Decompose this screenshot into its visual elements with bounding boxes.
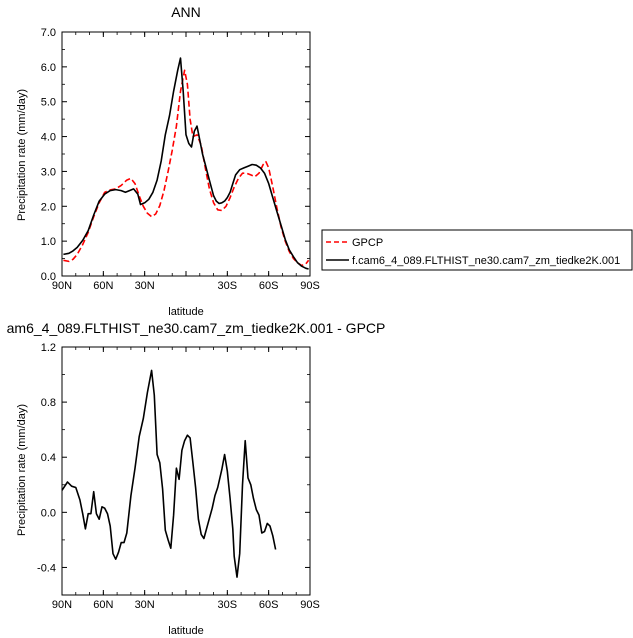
y-tick-label: 0.0	[41, 507, 56, 519]
x-tick-label: 60N	[93, 599, 113, 611]
y-tick-label: 3.0	[41, 166, 56, 178]
y-tick-label: 2.0	[41, 201, 56, 213]
series-line-difference	[61, 369, 277, 578]
x-tick-label: 90S	[300, 599, 320, 611]
x-tick-label: 30N	[135, 599, 155, 611]
y-tick-label: 1.2	[41, 342, 56, 354]
x-tick-label: 90S	[300, 280, 320, 292]
x-tick-label: 60S	[259, 280, 279, 292]
x-axis-label: latitude	[168, 306, 203, 318]
y-tick-label: -0.4	[37, 562, 56, 574]
x-tick-label: 30N	[135, 280, 155, 292]
y-tick-label: 6.0	[41, 62, 56, 74]
x-tick-label: 90N	[52, 599, 72, 611]
x-axis-label: latitude	[168, 625, 203, 637]
y-tick-label: 5.0	[41, 97, 56, 109]
series-line-gpcp	[63, 69, 310, 267]
y-tick-label: 0.0	[41, 271, 56, 283]
y-tick-label: 0.4	[41, 452, 56, 464]
x-tick-label: 30S	[218, 280, 238, 292]
x-tick-label: 90N	[52, 280, 72, 292]
x-tick-label: 30S	[218, 599, 238, 611]
legend-label-gpcp: GPCP	[352, 237, 383, 249]
panel-difference: am6_4_089.FLTHIST_ne30.cam7_zm_tiedke2K.…	[7, 320, 386, 637]
legend-label-model: f.cam6_4_089.FLTHIST_ne30.cam7_zm_tiedke…	[352, 255, 620, 267]
panel-annual-precip: ANN latitude Precipitation rate (mm/day)…	[16, 4, 320, 318]
y-tick-label: 0.8	[41, 397, 56, 409]
series-line-model	[63, 57, 309, 270]
y-tick-label: 7.0	[41, 27, 56, 39]
plot-frame	[61, 346, 311, 596]
chart-title: ANN	[171, 4, 201, 20]
y-axis-label: Precipitation rate (mm/day)	[16, 89, 28, 221]
x-tick-label: 60S	[259, 599, 279, 611]
chart-title: am6_4_089.FLTHIST_ne30.cam7_zm_tiedke2K.…	[7, 320, 386, 336]
y-tick-label: 1.0	[41, 236, 56, 248]
plot-frame	[61, 31, 311, 277]
legend: GPCP f.cam6_4_089.FLTHIST_ne30.cam7_zm_t…	[321, 229, 633, 271]
y-axis-label: Precipitation rate (mm/day)	[16, 404, 28, 536]
y-tick-label: 4.0	[41, 132, 56, 144]
legend-box	[321, 229, 633, 271]
x-tick-label: 60N	[93, 280, 113, 292]
